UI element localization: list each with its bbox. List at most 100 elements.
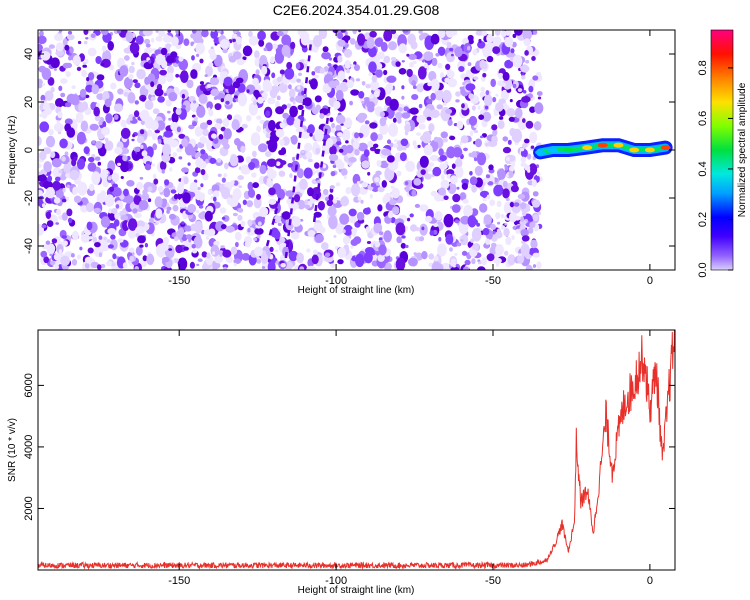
noise-blob [316,179,321,185]
noise-blob [281,44,291,57]
noise-blob [210,261,221,270]
noise-blob [326,137,334,148]
noise-blob [178,156,183,160]
noise-blob [440,131,448,139]
noise-blob [290,41,296,50]
noise-blob [199,194,205,202]
noise-blob [62,231,67,236]
noise-blob [201,251,208,258]
noise-blob [525,264,533,270]
noise-blob [518,253,522,256]
noise-blob [193,236,203,249]
noise-blob [163,187,171,198]
noise-blob [471,243,480,251]
noise-blob [497,72,504,80]
noise-blob [348,208,357,217]
noise-blob [478,261,482,265]
noise-blob [263,47,268,52]
noise-blob [85,37,89,40]
spectrogram-noise [38,30,544,270]
noise-blob [288,88,296,99]
noise-blob [87,247,94,254]
noise-blob [157,138,162,145]
noise-blob [475,138,482,148]
noise-blob [494,253,499,259]
noise-blob [338,148,344,153]
noise-blob [189,181,198,195]
noise-blob [473,76,479,80]
noise-blob [511,161,516,167]
y-tick-label: 0 [23,147,35,153]
noise-blob [397,117,402,124]
noise-blob [351,183,361,197]
noise-blob [222,117,230,128]
noise-blob [306,128,311,133]
noise-blob [497,120,505,130]
noise-blob [221,177,226,183]
noise-blob [467,62,472,67]
noise-blob [196,53,200,58]
noise-blob [206,83,212,88]
noise-blob [430,78,440,92]
noise-blob [270,56,275,64]
noise-blob [136,135,145,144]
noise-blob [204,210,213,222]
noise-blob [485,238,491,245]
noise-blob [128,229,136,239]
signal-peak [582,145,593,151]
noise-blob [199,136,208,144]
noise-blob [246,89,250,93]
noise-blob [278,149,285,156]
noise-blob [303,59,308,64]
noise-blob [229,154,239,167]
noise-blob [286,61,293,70]
noise-blob [467,215,477,228]
noise-blob [192,121,197,127]
noise-blob [216,158,222,163]
noise-blob [489,199,496,206]
noise-blob [312,35,323,48]
noise-blob [248,102,259,116]
noise-blob [450,175,458,185]
noise-blob [424,62,428,69]
noise-blob [71,85,76,90]
noise-blob [352,30,357,35]
noise-blob [55,42,64,52]
noise-blob [454,46,463,58]
noise-blob [195,158,205,168]
noise-blob [365,83,371,89]
noise-blob [247,188,256,198]
noise-blob [276,188,286,200]
noise-blob [481,30,487,37]
spectrogram-y-axis-label: Frequency (Hz) [7,116,18,185]
noise-blob [427,82,433,87]
noise-blob [452,193,461,203]
noise-blob [450,258,456,263]
noise-blob [455,91,461,97]
noise-blob [306,248,311,253]
noise-blob [230,180,235,186]
noise-blob [183,246,189,251]
noise-blob [286,115,295,126]
noise-blob [64,44,70,51]
noise-blob [374,241,381,248]
noise-blob [433,136,439,143]
noise-blob [370,183,375,188]
noise-blob [423,108,432,119]
noise-blob [357,33,366,46]
noise-blob [172,152,177,158]
noise-blob [473,129,479,134]
noise-blob [282,112,290,119]
noise-blob [327,63,332,67]
noise-blob [450,53,454,57]
noise-blob [220,245,225,249]
noise-blob [204,74,208,77]
noise-blob [158,30,166,37]
noise-blob [364,120,370,125]
noise-blob [335,124,342,131]
noise-blob [481,257,487,266]
noise-blob [428,52,434,59]
noise-blob [429,162,435,167]
noise-blob [404,123,411,133]
noise-blob [104,140,114,151]
